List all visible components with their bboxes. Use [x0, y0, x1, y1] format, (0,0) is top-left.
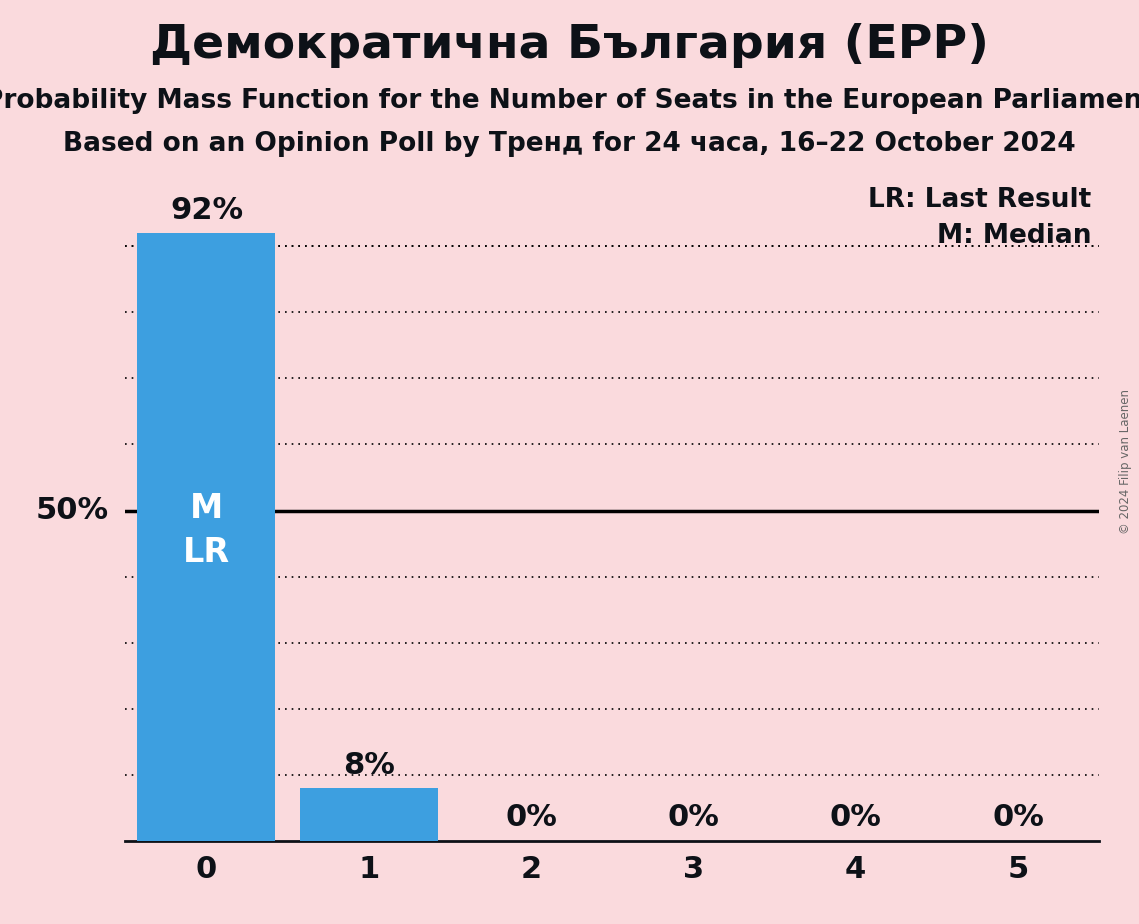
Text: 0%: 0%	[667, 803, 720, 833]
Bar	[300, 788, 437, 841]
Bar	[138, 233, 276, 841]
Text: Демократична България (EPP): Демократична България (EPP)	[150, 23, 989, 68]
Text: 92%: 92%	[170, 196, 243, 225]
Text: M: Median: M: Median	[936, 224, 1091, 249]
Text: 50%: 50%	[36, 496, 109, 525]
Text: © 2024 Filip van Laenen: © 2024 Filip van Laenen	[1118, 390, 1132, 534]
Text: 8%: 8%	[343, 751, 395, 780]
Text: 0%: 0%	[505, 803, 557, 833]
Text: 0%: 0%	[992, 803, 1044, 833]
Text: M
LR: M LR	[183, 492, 230, 568]
Text: 0%: 0%	[829, 803, 882, 833]
Text: Probability Mass Function for the Number of Seats in the European Parliament: Probability Mass Function for the Number…	[0, 88, 1139, 114]
Text: Based on an Opinion Poll by Тренд for 24 часа, 16–22 October 2024: Based on an Opinion Poll by Тренд for 24…	[63, 131, 1076, 157]
Text: LR: Last Result: LR: Last Result	[868, 187, 1091, 213]
